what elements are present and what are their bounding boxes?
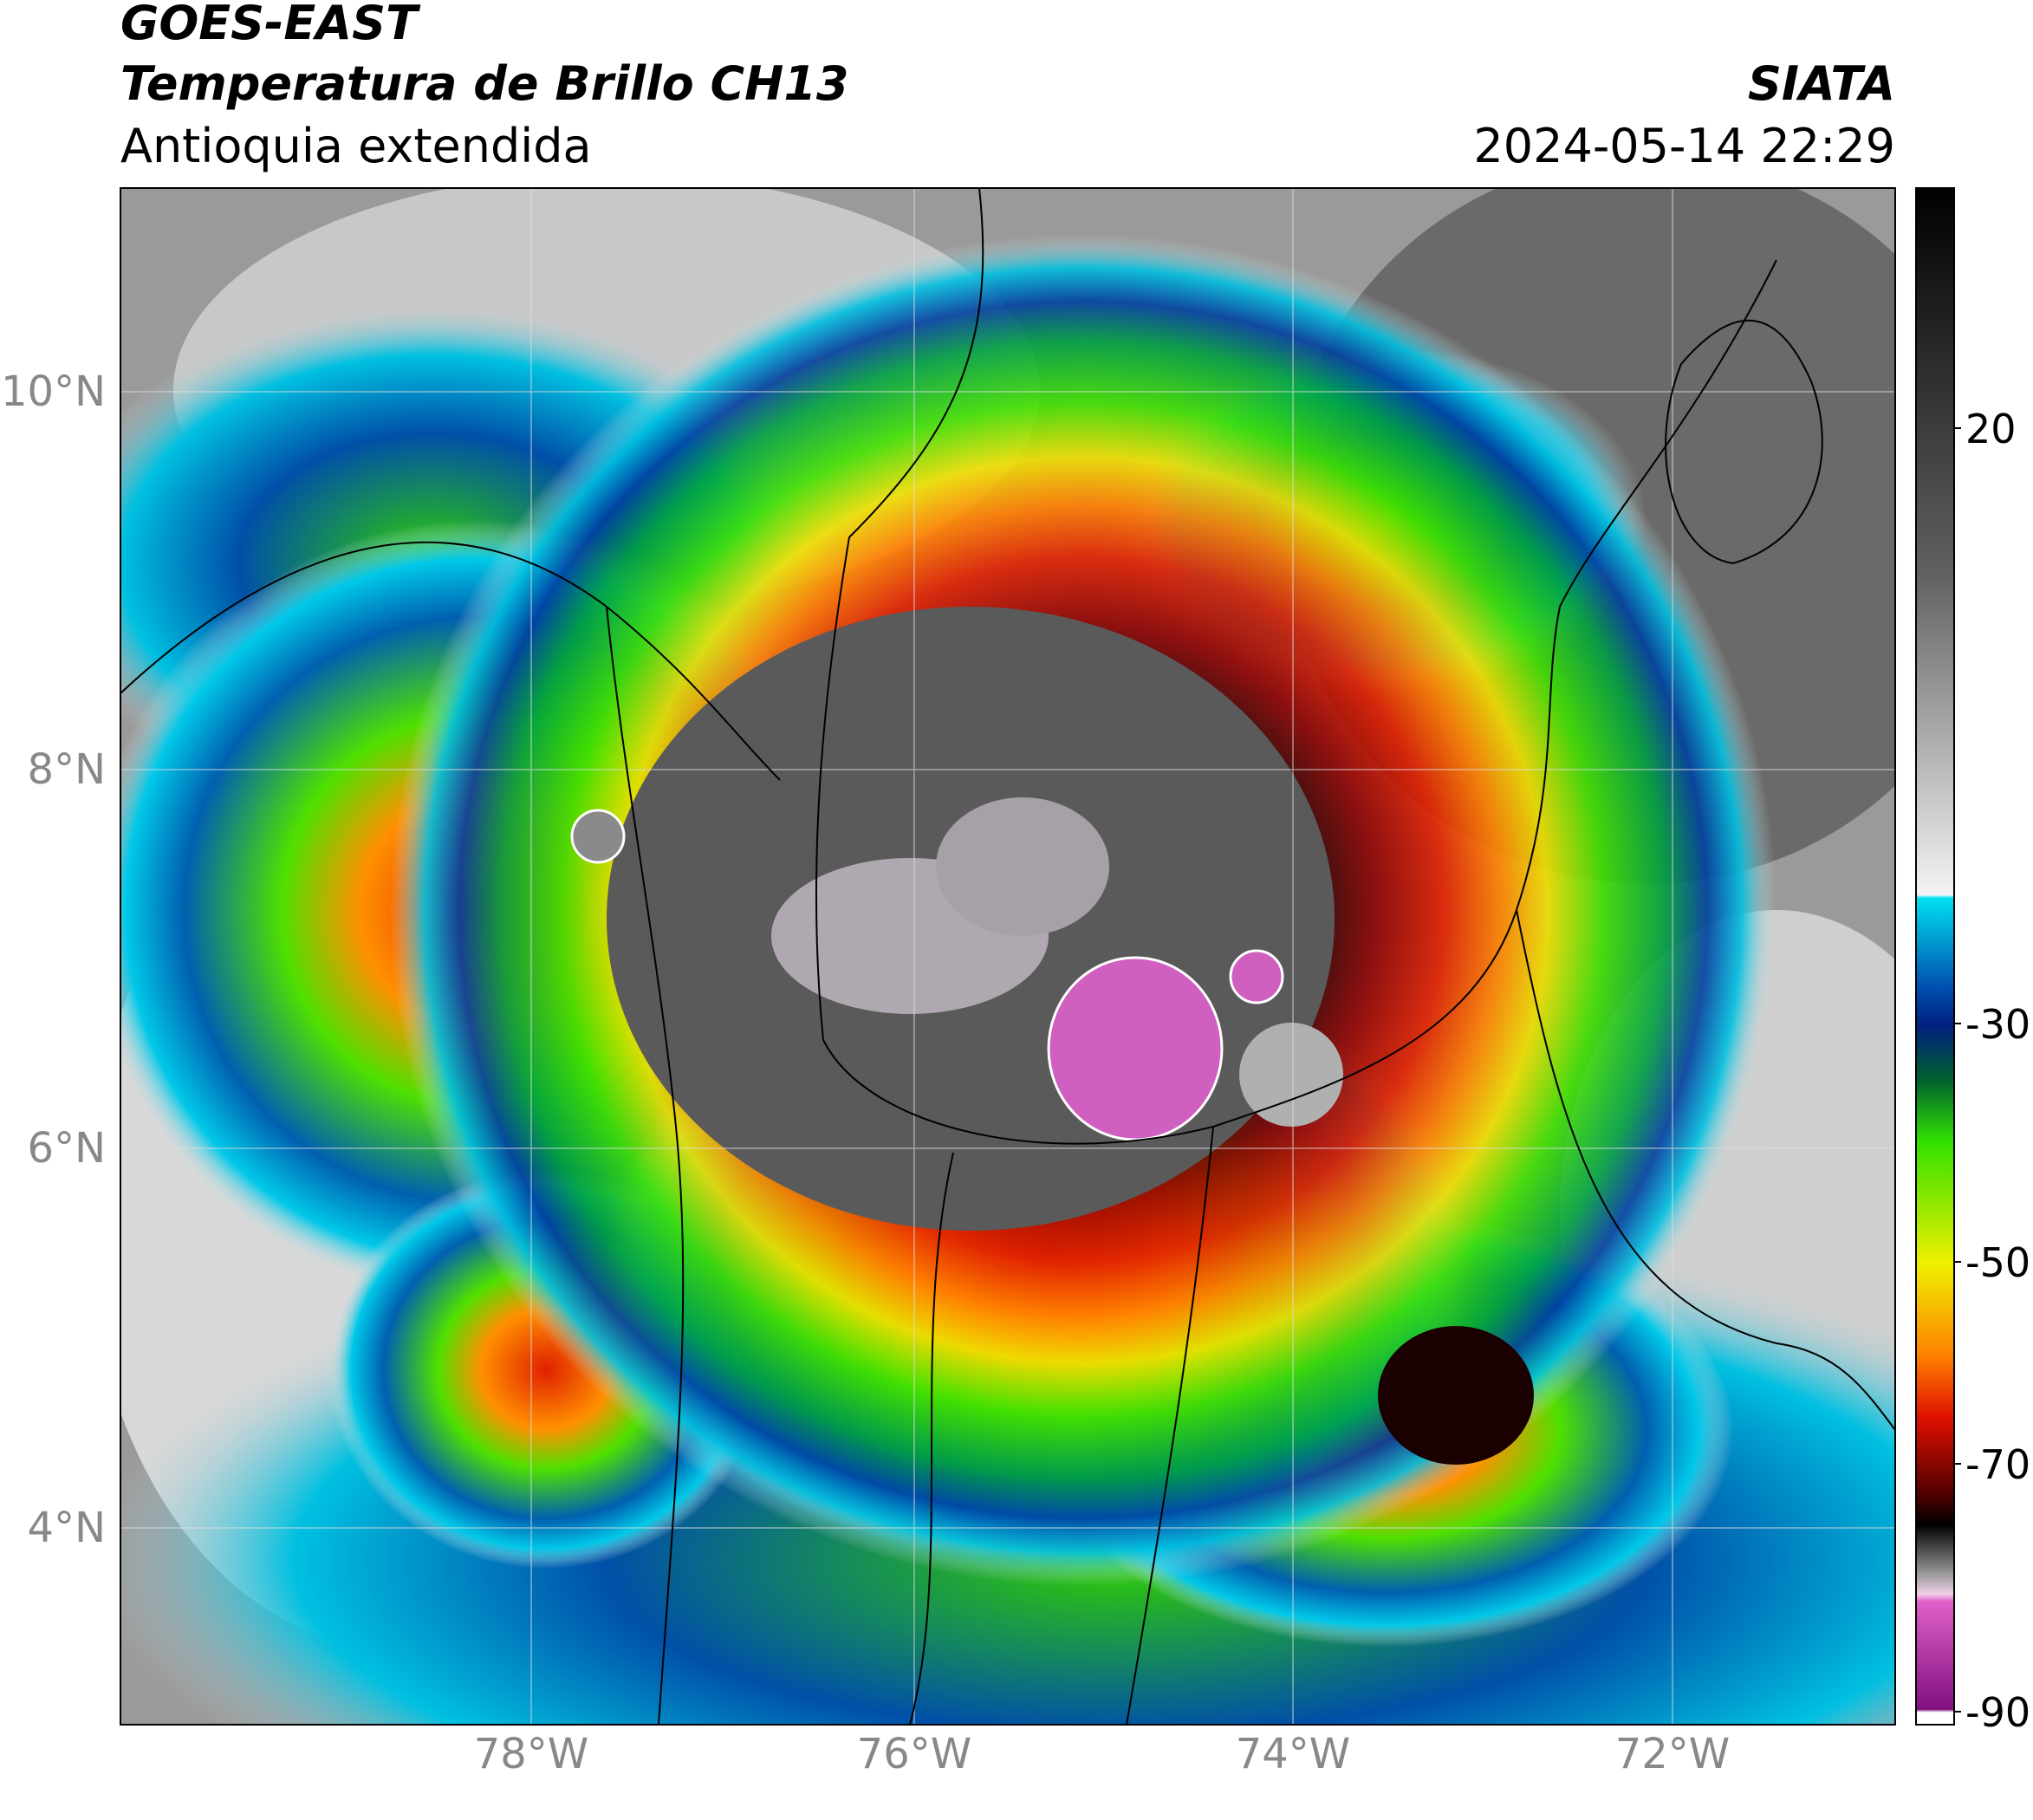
region: Antioquia extendida xyxy=(120,119,592,173)
lat-labels: 10°N 8°N 6°N 4°N xyxy=(1,367,106,1552)
cold-top xyxy=(936,797,1109,936)
graticule xyxy=(120,188,1895,1725)
overshoot xyxy=(1047,956,1224,1141)
colorbar-label: -50 xyxy=(1965,1239,2030,1286)
cold-top xyxy=(1378,1326,1534,1465)
lon-label: 78°W xyxy=(474,1730,589,1778)
title: GOES-EAST xyxy=(120,0,421,50)
lat-label: 6°N xyxy=(28,1124,106,1173)
timestamp: 2024-05-14 22:29 xyxy=(1473,119,1895,173)
colorbar-label: -30 xyxy=(1965,1001,2030,1048)
colorbar-ticks: 20 -30 -50 -70 -90 xyxy=(1954,406,2030,1736)
map-image xyxy=(120,188,1895,1725)
source: SIATA xyxy=(1748,56,1895,111)
colorbar-label: -70 xyxy=(1965,1441,2030,1488)
cold-top xyxy=(1239,1023,1343,1127)
colorbar xyxy=(1915,187,1955,1726)
lon-label: 74°W xyxy=(1236,1730,1351,1778)
subtitle: Temperatura de Brillo CH13 xyxy=(120,56,849,111)
overshoot xyxy=(1229,949,1284,1004)
lon-label: 76°W xyxy=(857,1730,972,1778)
map-frame xyxy=(120,187,1896,1726)
lat-label: 10°N xyxy=(1,367,106,416)
lat-label: 4°N xyxy=(28,1504,106,1552)
lat-label: 8°N xyxy=(28,745,106,794)
colorbar-label: 20 xyxy=(1965,406,2017,452)
cold-top xyxy=(570,809,626,864)
lon-label: 72°W xyxy=(1615,1730,1731,1778)
borders xyxy=(120,188,1895,1725)
colorbar-label: -90 xyxy=(1965,1689,2030,1736)
lon-labels: 78°W 76°W 74°W 72°W xyxy=(474,1730,1731,1778)
